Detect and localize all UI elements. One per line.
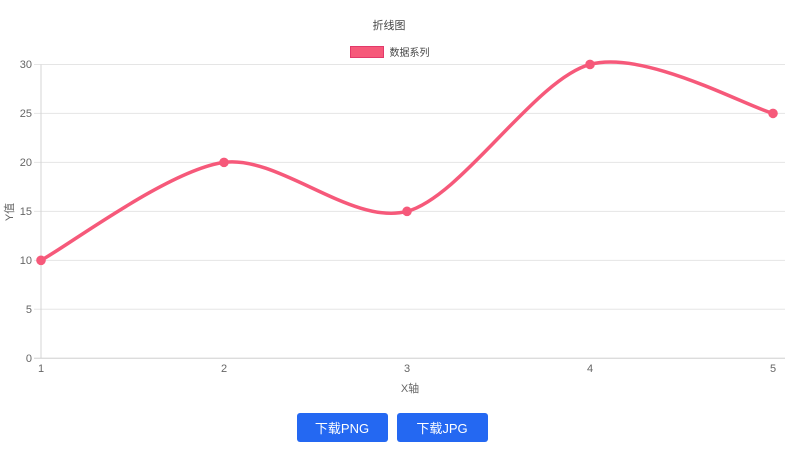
svg-text:0: 0 bbox=[26, 353, 32, 365]
svg-text:10: 10 bbox=[20, 255, 32, 267]
svg-text:4: 4 bbox=[587, 363, 593, 375]
svg-text:15: 15 bbox=[20, 206, 32, 218]
svg-text:1: 1 bbox=[38, 363, 44, 375]
svg-text:25: 25 bbox=[20, 108, 32, 120]
svg-text:2: 2 bbox=[221, 363, 227, 375]
svg-text:Y值: Y值 bbox=[3, 203, 16, 221]
svg-text:X轴: X轴 bbox=[401, 381, 419, 395]
svg-text:5: 5 bbox=[26, 304, 32, 316]
svg-text:5: 5 bbox=[770, 363, 776, 375]
svg-text:3: 3 bbox=[404, 363, 410, 375]
svg-text:30: 30 bbox=[20, 59, 32, 71]
svg-text:20: 20 bbox=[20, 157, 32, 169]
